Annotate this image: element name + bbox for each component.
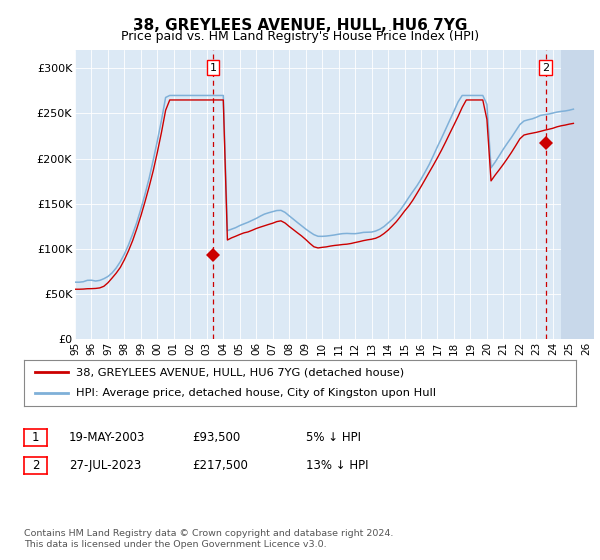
Text: 1: 1 [209, 63, 217, 73]
Text: Price paid vs. HM Land Registry's House Price Index (HPI): Price paid vs. HM Land Registry's House … [121, 30, 479, 43]
Text: £217,500: £217,500 [192, 459, 248, 473]
Text: 38, GREYLEES AVENUE, HULL, HU6 7YG (detached house): 38, GREYLEES AVENUE, HULL, HU6 7YG (deta… [76, 367, 404, 377]
Text: 19-MAY-2003: 19-MAY-2003 [69, 431, 145, 445]
Text: 27-JUL-2023: 27-JUL-2023 [69, 459, 141, 473]
Text: HPI: Average price, detached house, City of Kingston upon Hull: HPI: Average price, detached house, City… [76, 389, 436, 399]
Text: £93,500: £93,500 [192, 431, 240, 445]
Bar [561, 50, 594, 339]
Text: Contains HM Land Registry data © Crown copyright and database right 2024.
This d: Contains HM Land Registry data © Crown c… [24, 529, 394, 549]
Text: 2: 2 [32, 459, 39, 472]
Text: 38, GREYLEES AVENUE, HULL, HU6 7YG: 38, GREYLEES AVENUE, HULL, HU6 7YG [133, 18, 467, 33]
Text: 13% ↓ HPI: 13% ↓ HPI [306, 459, 368, 473]
Text: 5% ↓ HPI: 5% ↓ HPI [306, 431, 361, 445]
Bar [561, 50, 594, 339]
Text: 1: 1 [32, 431, 39, 444]
Text: 2: 2 [542, 63, 549, 73]
